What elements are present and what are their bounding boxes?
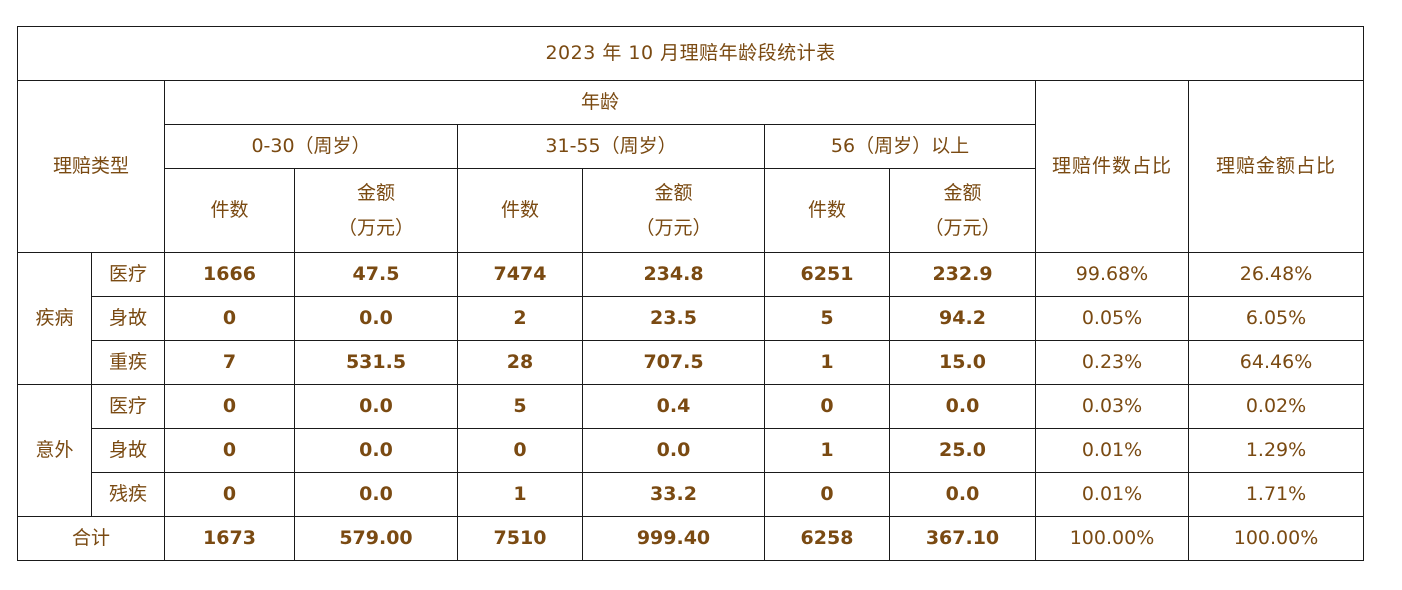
claims-age-statistics-table: 2023 年 10 月理赔年龄段统计表 理赔类型 年龄 理赔件数占比 理赔金额占… — [16, 26, 1365, 561]
count-cell: 2 — [457, 296, 583, 341]
header-claim-type: 理赔类型 — [17, 80, 165, 253]
claim-category: 疾病 — [17, 252, 92, 385]
total-label: 合计 — [17, 516, 165, 561]
header-row-columns: 件数 金额 （万元） 件数 金额 （万元） 件数 金额 （万元） — [18, 168, 1364, 253]
total-cell: 999.40 — [582, 516, 765, 561]
header-count: 件数 — [764, 168, 890, 253]
amount-cell: 531.5 — [294, 340, 458, 385]
count-ratio-cell: 0.03% — [1035, 384, 1189, 429]
count-cell: 0 — [764, 384, 890, 429]
header-amount-label: 金额 — [356, 181, 395, 204]
header-amount: 金额 （万元） — [582, 168, 765, 253]
count-cell: 7474 — [457, 252, 583, 297]
amount-cell: 0.0 — [294, 296, 458, 341]
table-row: 身故 0 0.0 2 23.5 5 94.2 0.05% 6.05% — [18, 296, 1365, 341]
claim-subtype: 身故 — [91, 428, 165, 473]
amount-ratio-cell: 64.46% — [1187, 340, 1365, 385]
amount-ratio-cell: 26.48% — [1187, 252, 1365, 297]
count-cell: 0 — [164, 384, 295, 429]
count-ratio-cell: 0.01% — [1035, 428, 1189, 473]
count-cell: 0 — [164, 472, 295, 517]
count-cell: 28 — [457, 340, 583, 385]
table-row: 残疾 0 0.0 1 33.2 0 0.0 0.01% 1.71% — [18, 472, 1365, 517]
claim-category: 意外 — [17, 384, 92, 517]
count-cell: 1 — [764, 428, 890, 473]
total-cell: 579.00 — [294, 516, 458, 561]
amount-cell: 23.5 — [582, 296, 765, 341]
amount-cell: 33.2 — [582, 472, 765, 517]
table-row: 身故 0 0.0 0 0.0 1 25.0 0.01% 1.29% — [18, 428, 1365, 473]
amount-cell: 234.8 — [582, 252, 765, 297]
count-cell: 5 — [764, 296, 890, 341]
claim-subtype: 残疾 — [91, 472, 165, 517]
total-cell: 1673 — [164, 516, 295, 561]
header-amount-unit: （万元） — [635, 216, 712, 239]
claim-subtype: 医疗 — [91, 252, 165, 297]
amount-cell: 0.0 — [582, 428, 765, 473]
header-amount-label: 金额 — [943, 181, 982, 204]
total-amount-ratio: 100.00% — [1187, 516, 1365, 561]
claim-subtype: 医疗 — [91, 384, 165, 429]
amount-cell: 0.0 — [889, 472, 1036, 517]
total-cell: 6258 — [764, 516, 890, 561]
table-body: 疾病 医疗 1666 47.5 7474 234.8 6251 232.9 99.68% 26.4… — [17, 252, 1365, 517]
amount-ratio-cell: 1.29% — [1187, 428, 1365, 473]
header-age: 年龄 — [164, 80, 1036, 125]
header-amount-label: 金额 — [654, 181, 693, 204]
title-row: 2023 年 10 月理赔年龄段统计表 — [16, 26, 1365, 81]
amount-ratio-cell: 1.71% — [1187, 472, 1365, 517]
claim-subtype: 重疾 — [91, 340, 165, 385]
table-title: 2023 年 10 月理赔年龄段统计表 — [16, 26, 1365, 81]
amount-cell: 94.2 — [889, 296, 1036, 341]
amount-cell: 15.0 — [889, 340, 1036, 385]
amount-cell: 232.9 — [889, 252, 1036, 297]
header-amount-unit: （万元） — [337, 216, 414, 239]
count-cell: 0 — [164, 428, 295, 473]
header-amount-ratio: 理赔金额占比 — [1187, 80, 1365, 253]
table-row: 疾病 医疗 1666 47.5 7474 234.8 6251 232.9 99.68% 26.4… — [17, 252, 1365, 385]
amount-ratio-cell: 6.05% — [1187, 296, 1365, 341]
count-cell: 0 — [457, 428, 583, 473]
header-count: 件数 — [457, 168, 583, 253]
amount-cell: 0.4 — [582, 384, 765, 429]
total-cell: 367.10 — [889, 516, 1036, 561]
count-cell: 1 — [457, 472, 583, 517]
table-row: 重疾 7 531.5 28 707.5 1 15.0 0.23% 64.46% — [18, 340, 1365, 385]
count-ratio-cell: 0.01% — [1035, 472, 1189, 517]
header-row-age: 理赔类型 年龄 理赔件数占比 理赔金额占比 — [17, 80, 1365, 253]
amount-cell: 0.0 — [889, 384, 1036, 429]
header-age-group-0-30: 0-30（周岁） — [164, 124, 458, 169]
count-cell: 1666 — [164, 252, 295, 297]
claim-subtype: 身故 — [91, 296, 165, 341]
count-ratio-cell: 0.05% — [1035, 296, 1189, 341]
amount-cell: 0.0 — [294, 384, 458, 429]
amount-ratio-cell: 0.02% — [1187, 384, 1365, 429]
count-cell: 7 — [164, 340, 295, 385]
header-age-group-31-55: 31-55（周岁） — [457, 124, 765, 169]
count-cell: 1 — [764, 340, 890, 385]
total-cell: 7510 — [457, 516, 583, 561]
header-count: 件数 — [164, 168, 295, 253]
header-count-ratio: 理赔件数占比 — [1035, 80, 1189, 253]
count-cell: 0 — [164, 296, 295, 341]
header-age-group-56-plus: 56（周岁）以上 — [764, 124, 1036, 169]
count-cell: 5 — [457, 384, 583, 429]
header-amount: 金额 （万元） — [889, 168, 1036, 253]
count-cell: 0 — [764, 472, 890, 517]
count-ratio-cell: 0.23% — [1035, 340, 1189, 385]
amount-cell: 0.0 — [294, 428, 458, 473]
amount-cell: 47.5 — [294, 252, 458, 297]
table-row: 意外 医疗 0 0.0 5 0.4 0 0.0 0.03% 0.02% — [17, 384, 1365, 517]
total-row: 合计 1673 579.00 7510 999.40 6258 367.10 1… — [17, 516, 1365, 561]
amount-cell: 25.0 — [889, 428, 1036, 473]
header-amount: 金额 （万元） — [294, 168, 458, 253]
count-ratio-cell: 99.68% — [1035, 252, 1189, 297]
header-row-age-groups: 0-30（周岁） 31-55（周岁） 56（周岁）以上 — [18, 124, 1364, 169]
count-cell: 6251 — [764, 252, 890, 297]
amount-cell: 707.5 — [582, 340, 765, 385]
total-count-ratio: 100.00% — [1035, 516, 1189, 561]
header-amount-unit: （万元） — [924, 216, 1001, 239]
amount-cell: 0.0 — [294, 472, 458, 517]
